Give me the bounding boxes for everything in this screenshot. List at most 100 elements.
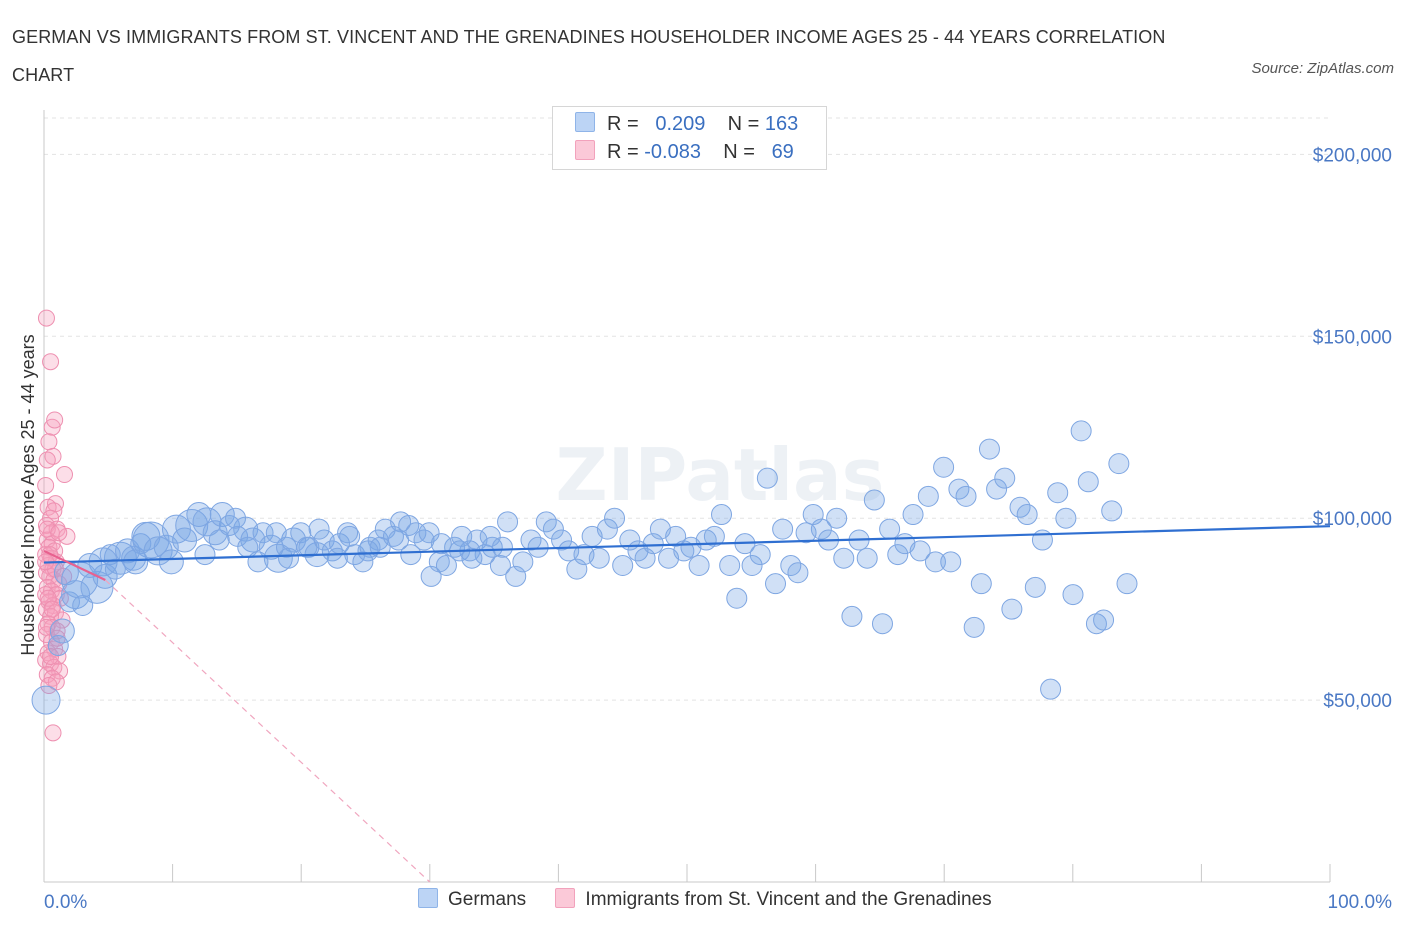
svg-point (40, 677, 58, 695)
germans-point (218, 514, 240, 536)
germans-point (604, 507, 626, 529)
germans-point (337, 522, 359, 544)
svg-point (39, 589, 57, 607)
germans-point (1101, 500, 1123, 522)
germans-point (31, 685, 61, 715)
svg-point (53, 611, 71, 629)
germans-point (1055, 507, 1077, 529)
germans-point (225, 507, 247, 529)
legend-r-value: -0.083 (644, 141, 701, 163)
germans-point (756, 467, 778, 489)
germans-point (726, 587, 748, 609)
y-tick-label: $150,000 (1313, 327, 1392, 348)
germans-point (765, 573, 787, 595)
germans-point (512, 551, 534, 573)
germans-point (711, 504, 733, 526)
germans-point (388, 529, 410, 551)
germans-point (887, 544, 909, 566)
legend-label-svg: Immigrants from St. Vincent and the Gren… (585, 889, 992, 910)
germans-point (132, 521, 170, 559)
y-tick-label: $200,000 (1313, 145, 1392, 166)
x-tick-label: 0.0% (44, 892, 87, 913)
germans-point (772, 518, 794, 540)
legend-n-label: N = (727, 113, 760, 135)
germans-point (856, 547, 878, 569)
legend-label-germans: Germans (448, 889, 527, 910)
germans-point (879, 518, 901, 540)
germans-point (400, 544, 422, 566)
germans-point (527, 536, 549, 558)
germans-point (902, 504, 924, 526)
germans-point (479, 525, 501, 547)
y-tick-label: $50,000 (1323, 691, 1392, 712)
germans-point (72, 595, 94, 617)
germans-point (1040, 678, 1062, 700)
germans-point (551, 529, 573, 551)
svg-trend-extension (104, 579, 431, 883)
chart-title: GERMAN VS IMMIGRANTS FROM ST. VINCENT AN… (12, 27, 1166, 85)
germans-point (970, 573, 992, 595)
germans-point (871, 613, 893, 635)
germans-point (247, 551, 269, 573)
germans-point (1116, 573, 1138, 595)
gridlines (44, 117, 1330, 701)
svg-point (48, 622, 66, 640)
germans-point (1108, 453, 1130, 475)
germans-point (863, 489, 885, 511)
germans-point (1077, 471, 1099, 493)
germans-point (130, 533, 152, 555)
germans-point (104, 558, 126, 580)
svg-point (56, 466, 73, 484)
germans-point (933, 456, 955, 478)
germans-point (47, 635, 69, 657)
germans-point (296, 536, 318, 558)
germans-point (542, 518, 564, 540)
germans-point (326, 547, 348, 569)
source-label: Source: ZipAtlas.com (1251, 60, 1394, 77)
germans-point (787, 562, 809, 584)
germans-point (357, 540, 379, 562)
germans-point (194, 544, 216, 566)
germans-point (963, 616, 985, 638)
germans-point (143, 536, 173, 566)
legend-r-label: R = (607, 141, 639, 163)
x-tick-labels: 0.0% 100.0% (44, 892, 1392, 913)
trend-lines (43, 525, 1331, 883)
germans-point (612, 554, 634, 576)
legend-item-svg: Immigrants from St. Vincent and the Gren… (555, 888, 992, 910)
legend-row-svg: R = -0.083 N = 69 (575, 140, 794, 166)
germans-point (430, 533, 452, 555)
germans-point (955, 485, 977, 507)
germans-point (924, 551, 946, 573)
germans-point (158, 549, 184, 575)
germans-point (491, 536, 513, 558)
germans-point (418, 522, 440, 544)
germans-point (123, 549, 149, 575)
germans-point (1093, 609, 1115, 631)
svg-point (38, 520, 56, 538)
germans-point (1016, 504, 1038, 526)
svg-trend-line (43, 549, 106, 582)
germans-point (703, 525, 725, 547)
series-legend: Germans Immigrants from St. Vincent and … (418, 888, 1016, 916)
series-germans-points (31, 420, 1138, 715)
germans-point (986, 478, 1008, 500)
germans-point (688, 554, 710, 576)
germans-point (49, 618, 75, 644)
germans-point (1031, 529, 1053, 551)
germans-point (1062, 584, 1084, 606)
germans-point (680, 536, 702, 558)
legend-r-value: 0.209 (655, 113, 706, 135)
svg-point (37, 309, 55, 327)
germans-point (497, 511, 519, 533)
germans-point (1047, 482, 1069, 504)
svg-point (37, 476, 55, 494)
svg-point (50, 524, 68, 542)
germans-point (917, 485, 939, 507)
axes (43, 110, 1331, 883)
germans-point (978, 438, 1000, 460)
legend-swatch-svg (575, 140, 595, 160)
legend-n-value: 163 (764, 113, 799, 135)
legend-swatch-germans (575, 112, 595, 132)
svg-point (44, 724, 62, 742)
